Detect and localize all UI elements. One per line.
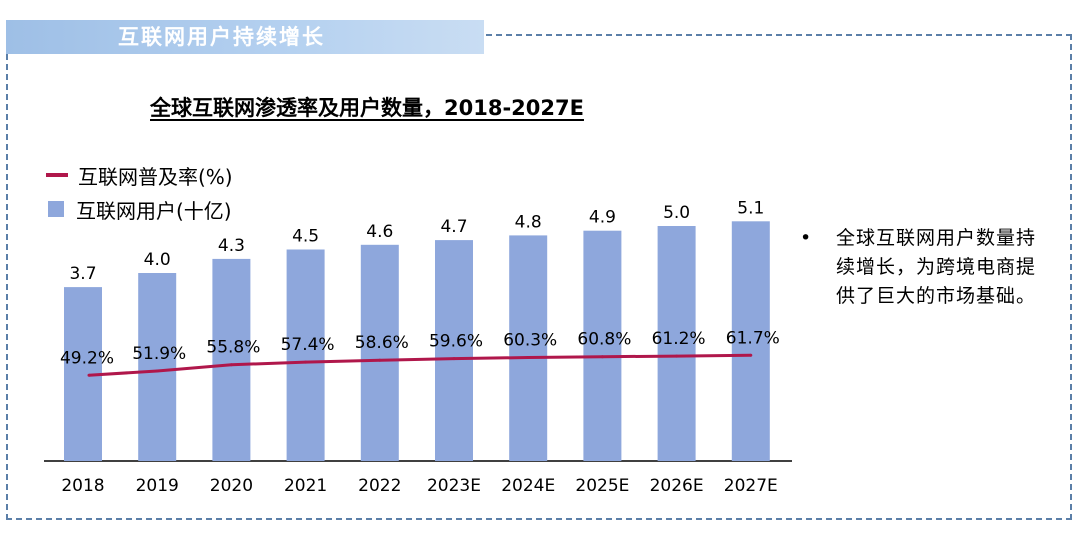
x-tick-label: 2021 [284, 476, 327, 496]
line-value-label: 51.9% [132, 344, 186, 364]
legend-item-rate: 互联网普及率(%) [46, 158, 233, 192]
line-value-label: 57.4% [281, 335, 335, 355]
x-tick-label: 2025E [575, 476, 629, 496]
bar-users [360, 244, 399, 461]
bar-users [435, 240, 473, 461]
bar-users [286, 249, 325, 461]
line-point [749, 353, 753, 357]
bar-users [212, 258, 251, 461]
line-point [229, 363, 233, 367]
bar-value-label: 4.8 [515, 212, 542, 232]
bar-value-label: 4.0 [144, 250, 171, 270]
chart-title: 全球互联网渗透率及用户数量，2018-2027E [150, 96, 584, 120]
x-tick-label: 2022 [358, 476, 401, 496]
line-point [526, 356, 530, 360]
line-value-label: 60.3% [503, 331, 557, 351]
bar-value-label: 5.0 [663, 203, 690, 223]
legend-item-users: 互联网用户(十亿) [46, 192, 233, 226]
line-penetration-rate [88, 353, 751, 377]
bar-value-label: 4.7 [440, 217, 467, 237]
line-point [600, 355, 604, 359]
x-tick-label: 2023E [427, 476, 481, 496]
line-point [304, 360, 308, 364]
line-value-label: 59.6% [429, 332, 483, 352]
bullet-note: • 全球互联网用户数量持续增长，为跨境电商提供了巨大的市场基础。 [800, 224, 1048, 311]
chart-legend: 互联网普及率(%) 互联网用户(十亿) [46, 158, 233, 226]
legend-bar-swatch [48, 201, 64, 217]
line-point [87, 373, 91, 377]
section-tab: 互联网用户持续增长 [6, 20, 484, 54]
legend-label-rate: 互联网普及率(%) [78, 164, 233, 189]
bar-value-label: 4.3 [218, 236, 245, 256]
bar-users [583, 230, 622, 461]
bar-value-label: 4.9 [589, 208, 616, 228]
line-value-label: 61.7% [726, 328, 780, 348]
line-point [155, 369, 159, 373]
line-value-label: 61.2% [652, 329, 706, 349]
x-tick-label: 2026E [650, 476, 704, 496]
x-tick-label: 2027E [724, 476, 778, 496]
bar-users [657, 226, 696, 461]
content-frame [6, 34, 1072, 520]
line-value-label: 49.2% [60, 348, 114, 368]
bar-value-label: 4.5 [292, 227, 319, 247]
x-tick-label: 2018 [61, 476, 104, 496]
line-point [675, 354, 679, 358]
line-point [452, 357, 456, 361]
x-tick-label: 2020 [210, 476, 253, 496]
x-tick-label: 2019 [136, 476, 179, 496]
bullet-dot-icon: • [800, 227, 812, 249]
legend-line-swatch [46, 173, 68, 177]
line-value-label: 60.8% [577, 330, 631, 350]
bar-value-label: 5.1 [737, 198, 764, 218]
legend-label-users: 互联网用户(十亿) [76, 198, 232, 223]
bar-value-label: 4.6 [366, 222, 393, 242]
x-tick-label: 2024E [501, 476, 555, 496]
line-point [378, 358, 382, 362]
bar-users [731, 221, 770, 461]
bar-value-label: 3.7 [69, 264, 96, 284]
line-value-label: 55.8% [206, 338, 260, 358]
line-value-label: 58.6% [355, 333, 409, 353]
bar-users [509, 235, 548, 461]
bar-users [138, 273, 177, 461]
bullet-text: 全球互联网用户数量持续增长，为跨境电商提供了巨大的市场基础。 [836, 227, 1037, 307]
